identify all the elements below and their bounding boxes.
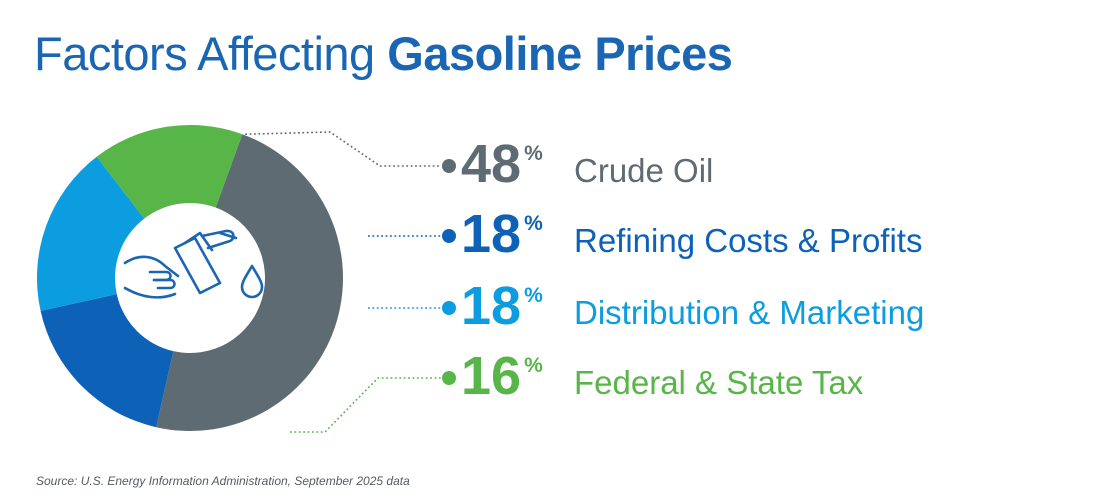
legend-unit-crude-oil: %: [524, 142, 543, 165]
source-note: Source: U.S. Energy Information Administ…: [36, 474, 410, 488]
page-title: Factors Affecting Gasoline Prices: [34, 27, 733, 80]
legend-unit-refining-costs-profits: %: [524, 212, 543, 235]
legend-dot-distribution-marketing: [442, 301, 456, 315]
slice-federal-state-tax: [96, 124, 243, 219]
leader-line-federal-state-tax: [290, 377, 441, 433]
gas-pump-nozzle-icon: [123, 229, 264, 299]
leader-lines: [245, 131, 441, 433]
legend-label-crude-oil: Crude Oil: [574, 152, 713, 189]
legend-dot-federal-state-tax: [442, 371, 456, 385]
title-regular: Factors Affecting: [34, 27, 375, 80]
legend-label-distribution-marketing: Distribution & Marketing: [574, 294, 924, 331]
legend-value-crude-oil: 48: [461, 134, 521, 194]
legend-dot-refining-costs-profits: [442, 229, 456, 243]
legend-value-distribution-marketing: 18: [461, 276, 521, 336]
legend-value-federal-state-tax: 16: [461, 346, 521, 406]
title-bold: Gasoline Prices: [387, 27, 733, 80]
donut-slices: [37, 124, 344, 431]
legend: 48% Crude Oil 18% Refining Costs & Profits 1…: [442, 134, 924, 406]
slice-distribution-marketing: [37, 156, 145, 311]
legend-unit-federal-state-tax: %: [524, 354, 543, 377]
slice-refining-costs-profits: [40, 294, 174, 428]
leader-line-crude-oil: [245, 131, 441, 167]
slice-crude-oil: [156, 134, 344, 431]
legend-unit-distribution-marketing: %: [524, 284, 543, 307]
legend-label-federal-state-tax: Federal & State Tax: [574, 364, 864, 401]
legend-value-refining-costs-profits: 18: [461, 204, 521, 264]
legend-label-refining-costs-profits: Refining Costs & Profits: [574, 222, 922, 259]
legend-dot-crude-oil: [442, 159, 456, 173]
